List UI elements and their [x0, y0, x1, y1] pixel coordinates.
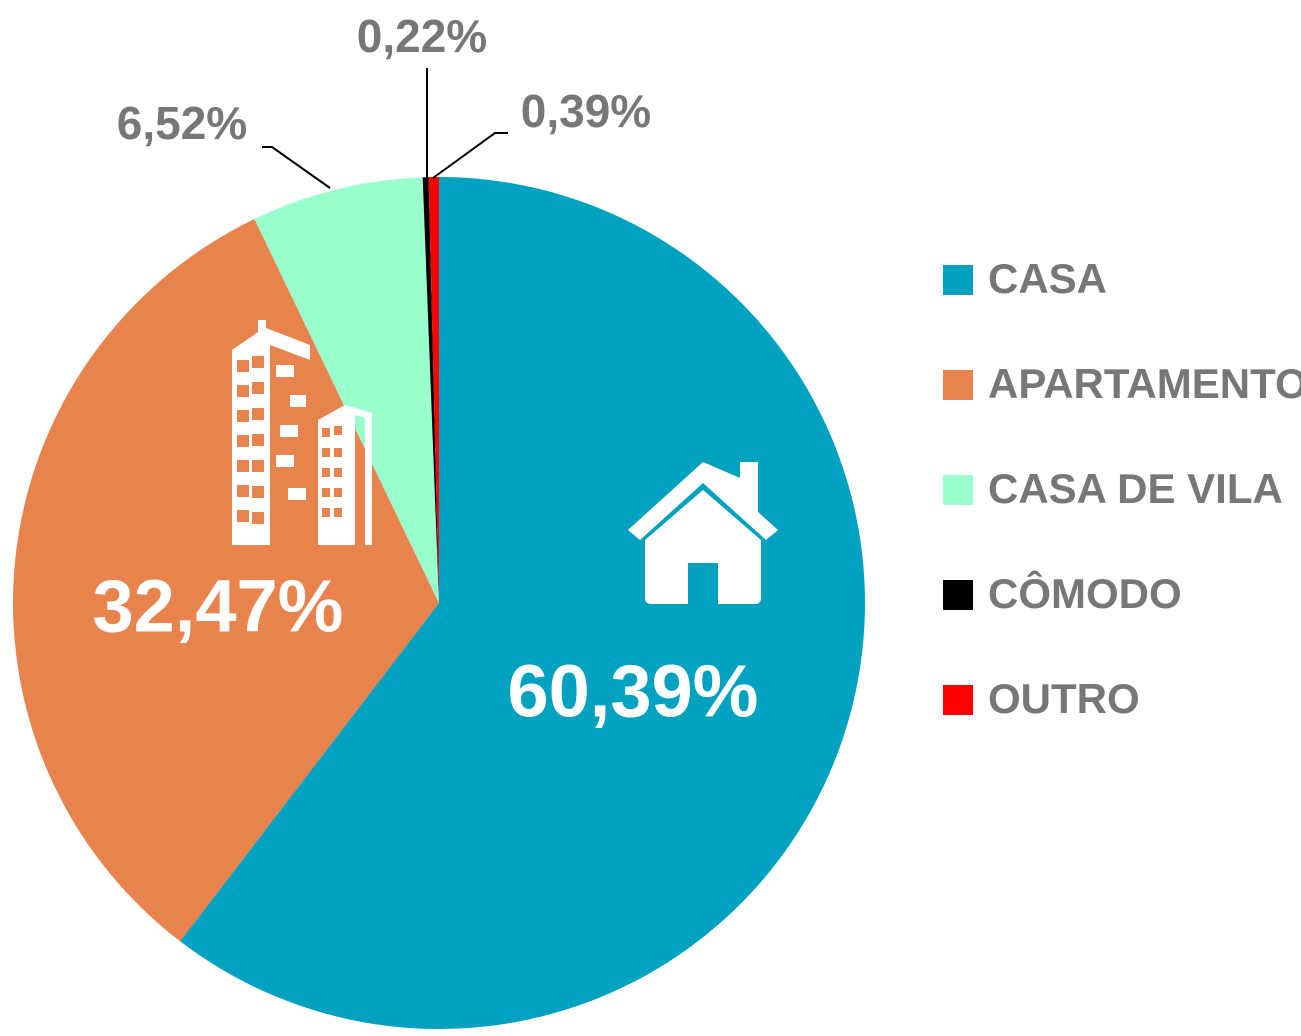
legend-label: APARTAMENTO	[988, 360, 1301, 407]
data-label: 0,39%	[521, 85, 651, 137]
pie	[13, 177, 866, 1030]
pie-slice	[254, 177, 439, 603]
legend-label: CÔMODO	[988, 569, 1182, 617]
leader-line	[262, 146, 331, 189]
data-label: 6,52%	[117, 97, 247, 149]
leader-line	[432, 132, 508, 179]
legend-label: CASA	[988, 255, 1107, 302]
data-label: 32,47%	[93, 565, 344, 648]
legend-swatch	[943, 475, 973, 505]
legend: CASA APARTAMENTO CASA DE VILA CÔMODO OUTRO	[943, 255, 1301, 722]
legend-swatch	[943, 580, 973, 610]
building-icon	[232, 320, 372, 545]
house-icon	[628, 462, 778, 604]
legend-swatch	[943, 370, 973, 400]
labels: 60,39% 32,47% 6,52% 0,22% 0,39%	[93, 10, 759, 732]
legend-label: CASA DE VILA	[988, 465, 1283, 512]
pie-slice	[13, 219, 440, 942]
data-label: 0,22%	[357, 10, 487, 62]
data-label: 60,39%	[508, 650, 759, 733]
pie-slice	[422, 177, 439, 603]
legend-swatch	[943, 685, 973, 715]
pie-slice	[180, 177, 866, 1030]
legend-label: OUTRO	[988, 675, 1140, 722]
legend-swatch	[943, 265, 973, 295]
pie-slice	[428, 177, 439, 603]
